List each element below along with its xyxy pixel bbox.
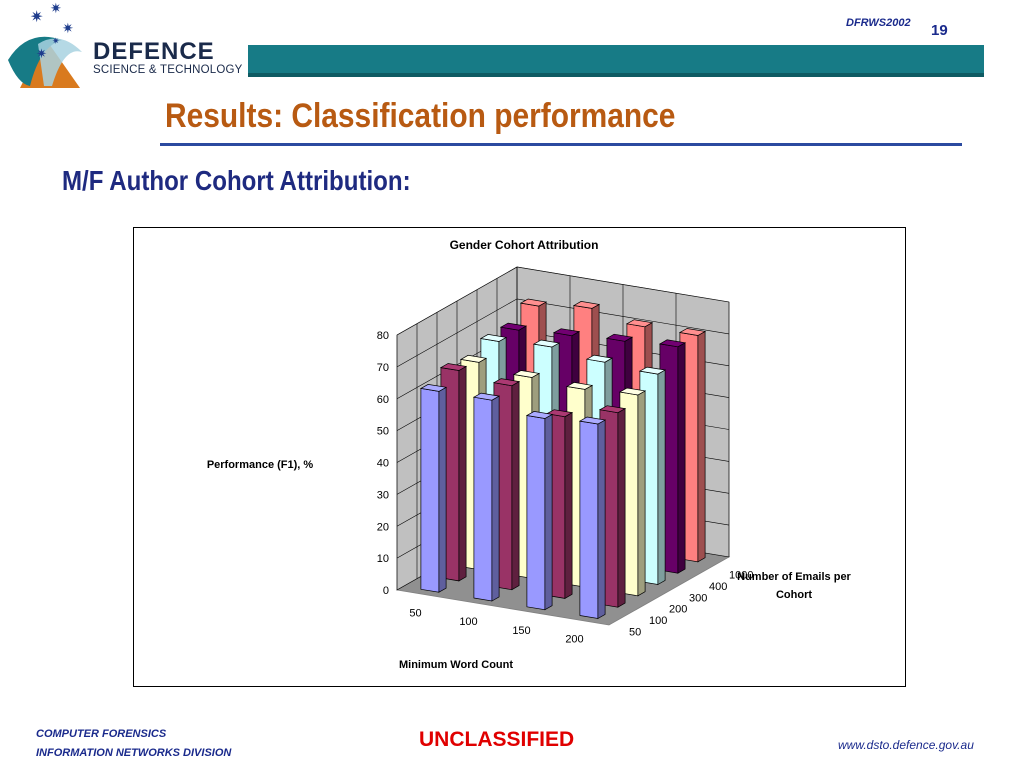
y-tick-label: 40 xyxy=(377,458,389,470)
x-axis-label: Minimum Word Count xyxy=(399,659,513,671)
x-tick-label: 200 xyxy=(565,634,583,646)
footer-division-line1: COMPUTER FORENSICS xyxy=(36,728,167,740)
z-axis-label: Number of Emails per Cohort xyxy=(737,571,851,601)
title-divider xyxy=(160,143,962,146)
z-tick-label: 1000 xyxy=(729,570,753,582)
logo-text-science: SCIENCE & TECHNOLOGY xyxy=(93,64,243,76)
z-tick-label: 400 xyxy=(709,581,727,593)
svg-text:✷: ✷ xyxy=(36,47,47,62)
z-tick-label: 200 xyxy=(669,604,687,616)
y-axis-label: Performance (F1), % xyxy=(207,459,314,471)
svg-text:✷: ✷ xyxy=(50,1,62,17)
z-tick-label: 50 xyxy=(629,626,641,638)
slide-number: 19 xyxy=(931,22,948,39)
y-tick-label: 20 xyxy=(377,521,389,533)
footer-division: COMPUTER FORENSICS INFORMATION NETWORKS … xyxy=(36,725,231,763)
logo-text-defence: DEFENCE xyxy=(93,38,215,65)
conference-label: DFRWS2002 xyxy=(846,17,911,29)
slide-title: Results: Classification performance xyxy=(165,97,676,135)
bar-50-200 xyxy=(578,416,607,620)
svg-text:✷: ✷ xyxy=(62,21,74,37)
footer-division-line2: INFORMATION NETWORKS DIVISION xyxy=(36,747,232,759)
header-bar-shadow xyxy=(248,73,984,77)
svg-text:✷: ✷ xyxy=(52,37,60,47)
x-tick-label: 150 xyxy=(512,625,530,637)
bar-50-100 xyxy=(472,392,501,602)
bar-50-50 xyxy=(419,384,448,593)
website-link[interactable]: www.dsto.defence.gov.au xyxy=(838,738,974,752)
z-tick-label: 100 xyxy=(649,615,667,627)
y-tick-label: 0 xyxy=(383,585,389,597)
y-tick-label: 50 xyxy=(377,426,389,438)
dsto-logo: ✷ ✷ ✷ ✷ ✷ DEFENCE SCIENCE & TECHNOLOGY xyxy=(0,0,250,95)
slide-subtitle: M/F Author Cohort Attribution: xyxy=(62,165,411,196)
x-tick-label: 100 xyxy=(459,616,477,628)
dsto-emblem-icon: ✷ ✷ ✷ ✷ ✷ xyxy=(8,1,82,88)
y-tick-label: 60 xyxy=(377,394,389,406)
chart-3d-column: Gender Cohort Attribution Performance (F… xyxy=(207,238,852,671)
chart-title: Gender Cohort Attribution xyxy=(450,238,599,252)
header-bar xyxy=(248,45,984,73)
svg-text:✷: ✷ xyxy=(30,7,43,26)
bar-50-150 xyxy=(525,411,554,611)
x-tick-label: 50 xyxy=(409,607,421,619)
y-tick-label: 10 xyxy=(377,553,389,565)
classification-label: UNCLASSIFIED xyxy=(419,728,575,751)
chart-frame: Gender Cohort Attribution Performance (F… xyxy=(133,227,906,687)
y-tick-label: 70 xyxy=(377,362,389,374)
y-tick-label: 80 xyxy=(377,330,389,342)
z-tick-label: 300 xyxy=(689,592,707,604)
y-tick-label: 30 xyxy=(377,489,389,501)
